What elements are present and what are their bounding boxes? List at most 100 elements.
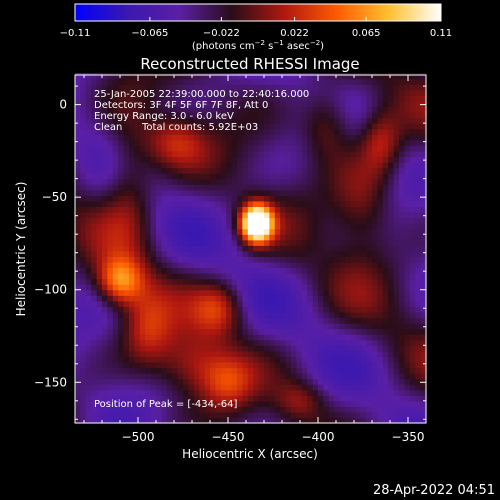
heatmap-cell <box>183 206 189 213</box>
heatmap-cell <box>220 267 227 274</box>
heatmap-cell <box>318 417 324 424</box>
heatmap-cell <box>291 345 297 352</box>
heatmap-cell <box>258 261 265 269</box>
heatmap-cell <box>312 406 319 413</box>
heatmap-cell <box>237 400 243 407</box>
heatmap-cell <box>210 384 216 391</box>
heatmap-cell <box>75 195 81 202</box>
heatmap-cell <box>166 189 173 196</box>
heatmap-cell <box>193 195 200 202</box>
heatmap-cell <box>388 278 395 285</box>
heatmap-cell <box>307 311 314 319</box>
heatmap-cell <box>253 350 260 357</box>
heatmap-cell <box>415 134 422 141</box>
heatmap-cell <box>372 84 378 91</box>
heatmap-cell <box>274 367 281 374</box>
heatmap-cell <box>183 334 189 341</box>
heatmap-cell <box>193 300 200 307</box>
heatmap-cell <box>361 350 368 357</box>
heatmap-cell <box>91 356 98 363</box>
heatmap-cell <box>258 373 265 380</box>
heatmap-cell <box>334 117 341 124</box>
heatmap-cell <box>366 211 373 219</box>
heatmap-cell <box>355 328 362 335</box>
heatmap-cell <box>91 323 98 330</box>
heatmap-cell <box>91 334 98 341</box>
heatmap-cell <box>231 367 238 374</box>
heatmap-cell <box>323 184 330 191</box>
heatmap-cell <box>156 100 162 108</box>
heatmap-cell <box>301 256 308 263</box>
heatmap-cell <box>129 317 135 324</box>
heatmap-cell <box>334 95 341 102</box>
heatmap-cell <box>366 317 373 324</box>
heatmap-cell <box>258 250 265 257</box>
heatmap-cell <box>361 400 368 407</box>
heatmap-cell <box>80 311 87 319</box>
heatmap-cell <box>269 178 276 185</box>
heatmap-cell <box>366 367 373 374</box>
heatmap-cell <box>269 300 276 307</box>
heatmap-cell <box>247 162 254 169</box>
heatmap-cell <box>328 223 335 230</box>
heatmap-cell <box>285 239 292 246</box>
heatmap-cell <box>318 317 324 324</box>
heatmap-cell <box>274 334 281 341</box>
heatmap-cell <box>107 306 114 313</box>
heatmap-cell <box>355 73 362 80</box>
heatmap-cell <box>301 206 308 213</box>
heatmap-cell <box>123 89 130 96</box>
heatmap-cell <box>247 195 254 202</box>
heatmap-cell <box>118 345 125 352</box>
heatmap-cell <box>274 400 281 407</box>
heatmap-cell <box>102 223 108 230</box>
heatmap-cell <box>139 84 146 91</box>
heatmap-cell <box>247 395 254 402</box>
heatmap-cell <box>247 228 254 235</box>
heatmap-cell <box>323 395 330 402</box>
heatmap-cell <box>145 356 152 363</box>
heatmap-cell <box>80 339 87 346</box>
heatmap-cell <box>318 112 324 119</box>
heatmap-cell <box>237 117 243 124</box>
heatmap-cell <box>350 267 357 274</box>
heatmap-cell <box>226 173 233 180</box>
heatmap-cell <box>118 395 125 402</box>
heatmap-cell <box>323 411 330 419</box>
heatmap-cell <box>345 395 351 402</box>
heatmap-cell <box>393 189 400 196</box>
heatmap-cell <box>91 273 98 280</box>
heatmap-cell <box>183 345 189 352</box>
colorbar-units-part: (photons cm <box>192 41 255 52</box>
heatmap-cell <box>382 100 389 108</box>
heatmap-cell <box>301 339 308 346</box>
heatmap-cell <box>301 245 308 252</box>
heatmap-cell <box>161 173 168 180</box>
heatmap-cell <box>280 84 287 91</box>
heatmap-cell <box>291 239 297 246</box>
heatmap-cell <box>112 89 119 96</box>
heatmap-cell <box>393 300 400 307</box>
heatmap-cell <box>237 178 243 185</box>
heatmap-cell <box>150 200 157 208</box>
heatmap-cell <box>237 389 243 396</box>
heatmap-cell <box>80 395 87 402</box>
heatmap-cell <box>382 378 389 385</box>
heatmap-cell <box>285 145 292 152</box>
heatmap-cell <box>296 384 303 391</box>
heatmap-cell <box>388 267 395 274</box>
heatmap-cell <box>231 295 238 302</box>
heatmap-cell <box>145 239 152 246</box>
heatmap-cell <box>285 117 292 124</box>
heatmap-cell <box>280 361 287 369</box>
heatmap-cell <box>345 167 351 174</box>
heatmap-cell <box>328 250 335 257</box>
heatmap-cell <box>285 200 292 208</box>
heatmap-cell <box>269 389 276 396</box>
heatmap-cell <box>404 162 411 169</box>
heatmap-cell <box>161 73 168 80</box>
heatmap-cell <box>145 250 152 257</box>
heatmap-cell <box>134 273 141 280</box>
heatmap-cell <box>409 234 416 241</box>
heatmap-cell <box>172 112 179 119</box>
